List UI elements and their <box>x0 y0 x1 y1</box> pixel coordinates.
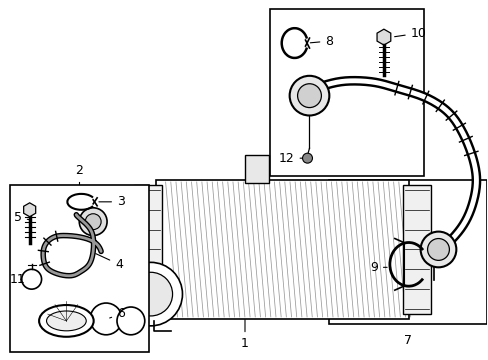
Circle shape <box>420 231 455 267</box>
Ellipse shape <box>39 305 94 337</box>
Circle shape <box>90 303 122 335</box>
Text: 12: 12 <box>278 152 302 165</box>
Bar <box>402 185 429 314</box>
Text: 2: 2 <box>75 164 83 177</box>
Circle shape <box>79 208 107 235</box>
Circle shape <box>297 84 321 108</box>
Circle shape <box>289 76 328 116</box>
Circle shape <box>117 307 144 335</box>
Circle shape <box>129 272 172 316</box>
Circle shape <box>302 153 312 163</box>
Bar <box>134 185 162 314</box>
Text: 5: 5 <box>14 211 30 224</box>
Bar <box>269 9 423 176</box>
Text: 9: 9 <box>369 261 386 274</box>
Circle shape <box>85 214 101 230</box>
Text: 8: 8 <box>310 35 333 48</box>
Text: 11: 11 <box>10 273 25 286</box>
Bar <box>328 180 486 324</box>
Bar <box>10 185 148 352</box>
Bar <box>244 155 268 183</box>
Text: 1: 1 <box>241 320 248 350</box>
Ellipse shape <box>46 311 86 331</box>
Text: 3: 3 <box>99 195 124 208</box>
Circle shape <box>21 269 41 289</box>
Text: 10: 10 <box>394 27 426 40</box>
Bar <box>155 180 408 319</box>
Text: 4: 4 <box>96 253 122 271</box>
Circle shape <box>427 239 448 260</box>
Text: 7: 7 <box>404 334 411 347</box>
Text: 6: 6 <box>109 307 124 320</box>
Circle shape <box>119 262 182 326</box>
